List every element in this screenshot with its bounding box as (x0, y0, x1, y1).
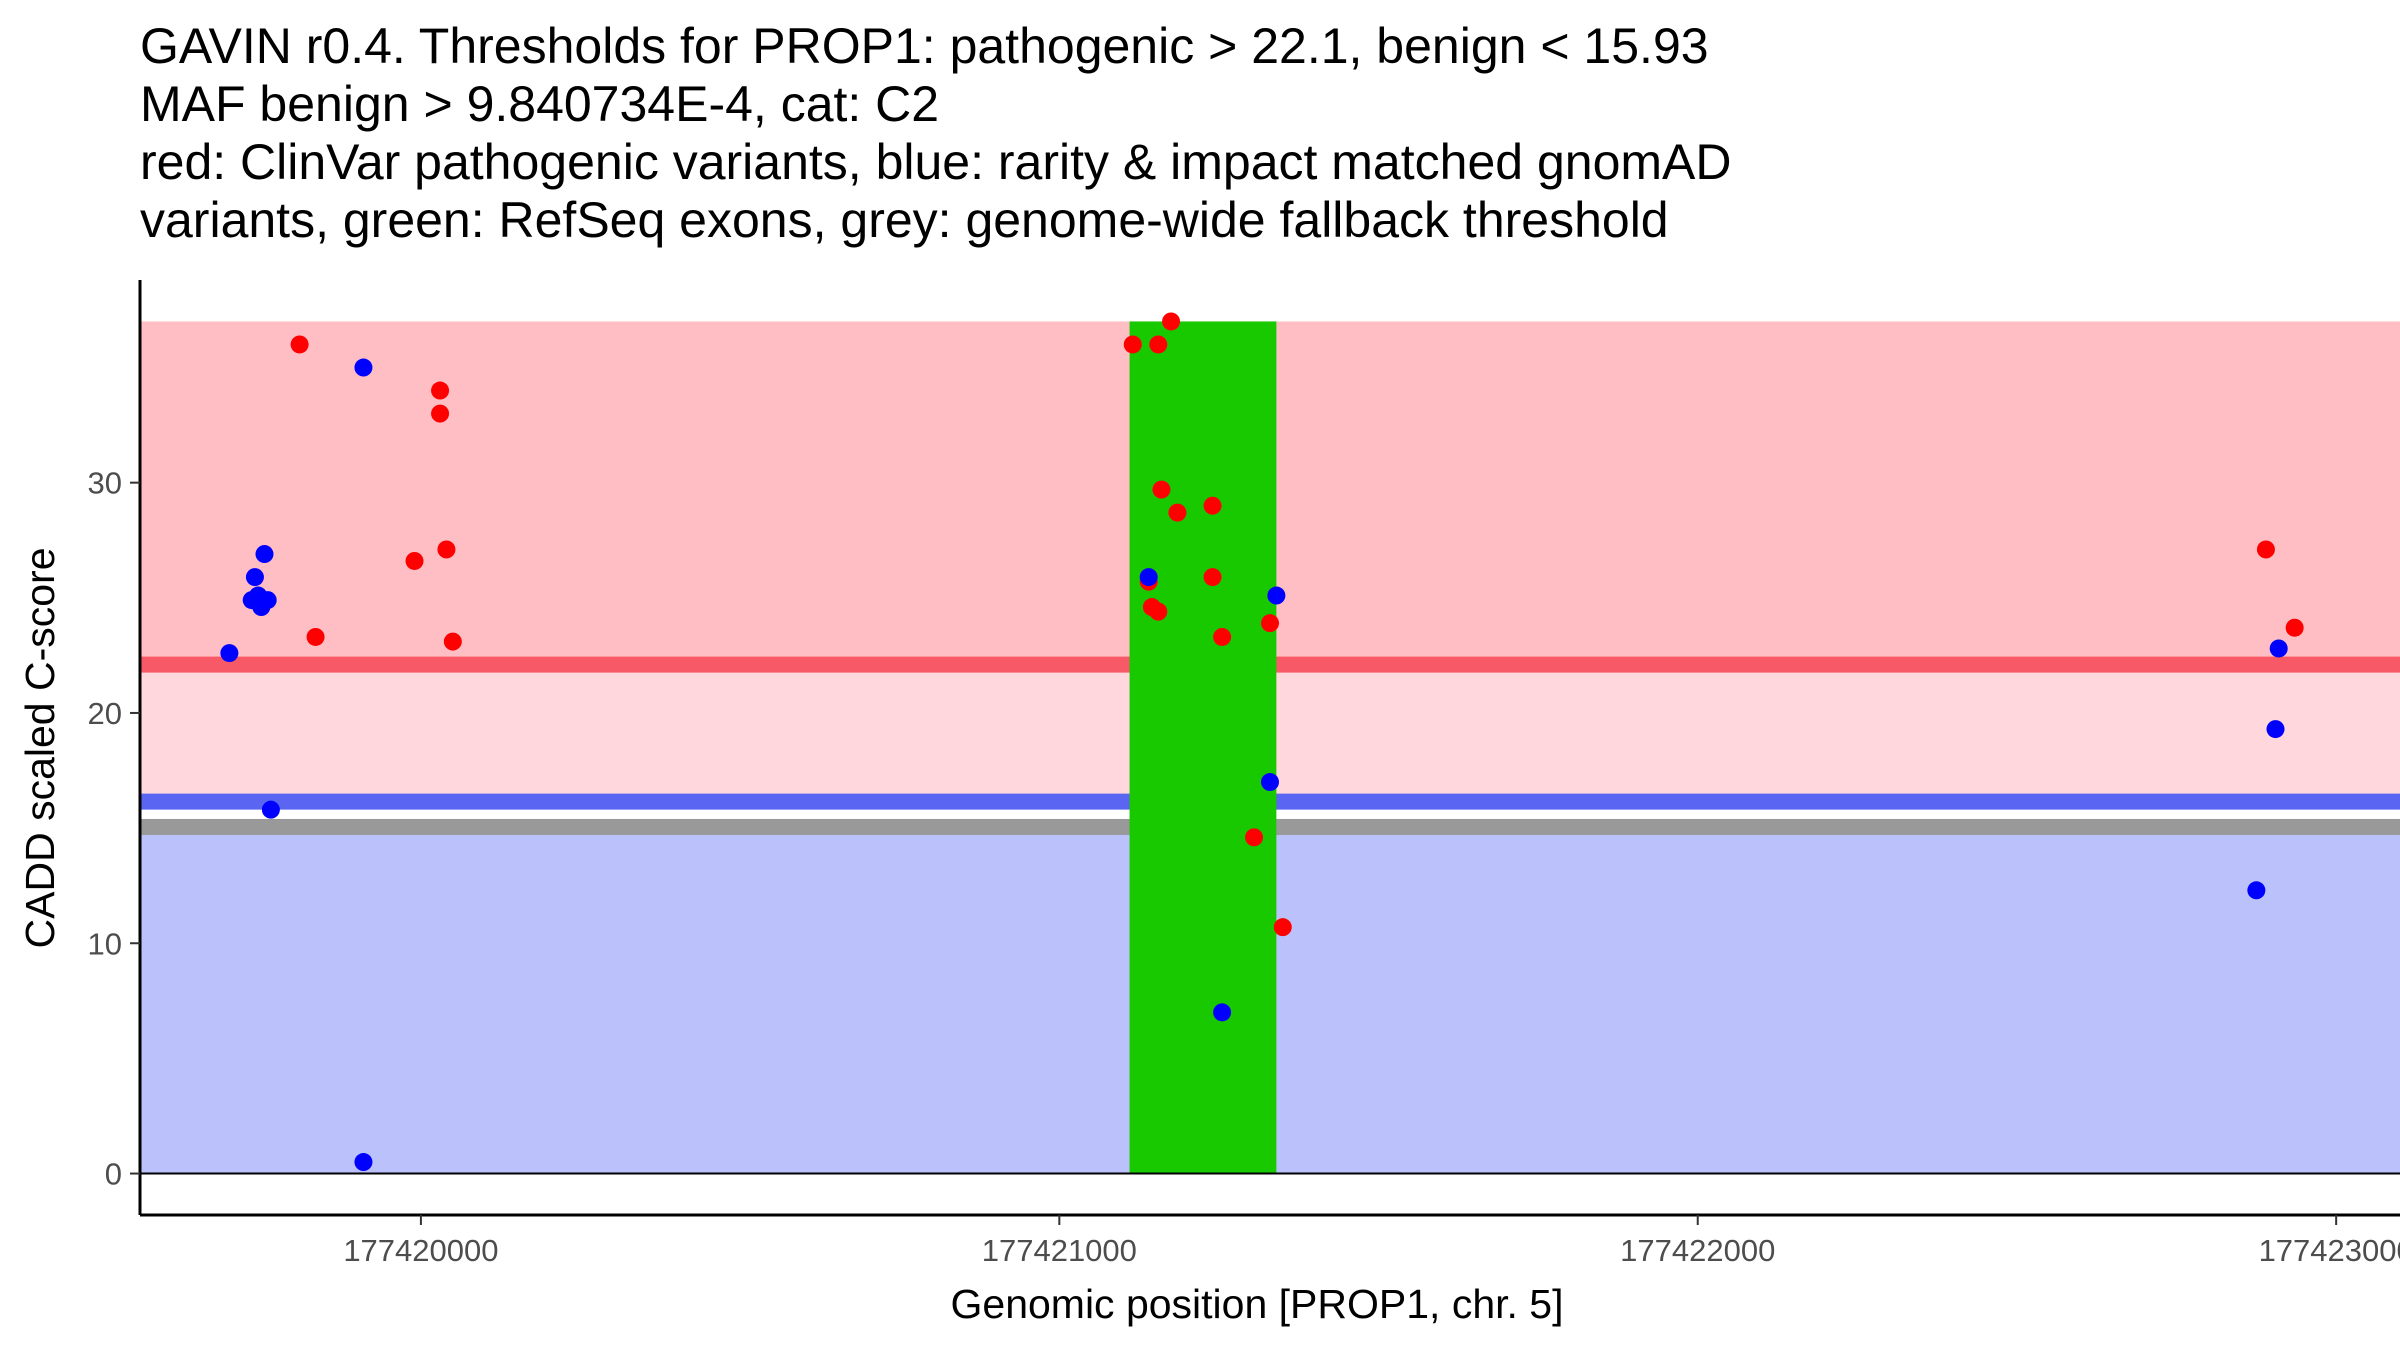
gnomad-point-1 (220, 644, 239, 663)
clinvar-point-3 (431, 404, 450, 423)
y-axis-ticks: 0 10 20 30 (88, 466, 140, 1192)
x-tick-label-3: 177422000 (1620, 1233, 1775, 1268)
clinvar-point-6 (306, 627, 325, 646)
gnomad-point-17 (2269, 639, 2288, 658)
x-axis-ticks: 177420000 177421000 177422000 177423000 (343, 1215, 2400, 1268)
y-tick-label-4: 30 (88, 466, 122, 501)
gnomad-point-14 (1213, 1003, 1232, 1022)
y-axis-title: CADD scaled C-score (17, 548, 63, 949)
y-tick-label-1: 0 (105, 1157, 122, 1192)
clinvar-point-10 (1162, 312, 1181, 331)
x-axis-title: Genomic position [PROP1, chr. 5] (951, 1281, 1564, 1327)
exon-bands (1129, 321, 1277, 1174)
clinvar-point-21 (1273, 918, 1292, 937)
clinvar-point-13 (1203, 496, 1222, 515)
clinvar-point-18 (1213, 627, 1232, 646)
clinvar-point-9 (1149, 335, 1168, 354)
clinvar-point-8 (1123, 335, 1142, 354)
gnomad-point-8 (261, 800, 280, 819)
clinvar-point-5 (405, 551, 424, 570)
exon-band-1 (1129, 321, 1277, 1174)
variant-points (220, 312, 2304, 1172)
y-tick-label-2: 10 (88, 926, 122, 961)
axes: 177420000 177421000 177422000 177423000 0 10… (88, 280, 2400, 1268)
gnomad-point-11 (1139, 568, 1158, 587)
y-tick-label-3: 20 (88, 696, 122, 731)
clinvar-point-22 (2256, 540, 2275, 559)
clinvar-point-17 (1149, 602, 1168, 621)
clinvar-point-7 (443, 632, 462, 651)
clinvar-point-19 (1261, 614, 1279, 633)
gnomad-point-12 (1261, 773, 1279, 792)
gnomad-point-6 (258, 591, 277, 610)
clinvar-point-1 (290, 335, 309, 354)
title-line-3: red: ClinVar pathogenic variants, blue: … (140, 134, 1731, 190)
gnomad-point-10 (354, 1153, 373, 1172)
x-tick-label-4: 177423000 (2259, 1233, 2400, 1268)
chart-title: GAVIN r0.4. Thresholds for PROP1: pathog… (140, 18, 1731, 248)
gnomad-point-13 (1267, 586, 1286, 605)
gnomad-point-15 (2247, 881, 2266, 900)
title-line-1: GAVIN r0.4. Thresholds for PROP1: pathog… (140, 18, 1709, 74)
clinvar-point-15 (1203, 568, 1222, 587)
clinvar-point-12 (1168, 503, 1187, 522)
gnomad-point-16 (2266, 720, 2285, 739)
gnomad-point-3 (245, 568, 264, 587)
clinvar-point-4 (437, 540, 456, 559)
x-tick-label-1: 177420000 (343, 1233, 498, 1268)
title-line-2: MAF benign > 9.840734E-4, cat: C2 (140, 76, 939, 132)
gnomad-point-7 (255, 545, 274, 564)
x-tick-label-2: 177421000 (982, 1233, 1137, 1268)
clinvar-point-23 (2285, 618, 2304, 637)
clinvar-point-20 (1245, 828, 1264, 847)
title-line-4: variants, green: RefSeq exons, grey: gen… (140, 192, 1669, 248)
clinvar-point-11 (1152, 480, 1171, 499)
gnomad-point-9 (354, 358, 373, 377)
clinvar-point-2 (431, 381, 450, 400)
